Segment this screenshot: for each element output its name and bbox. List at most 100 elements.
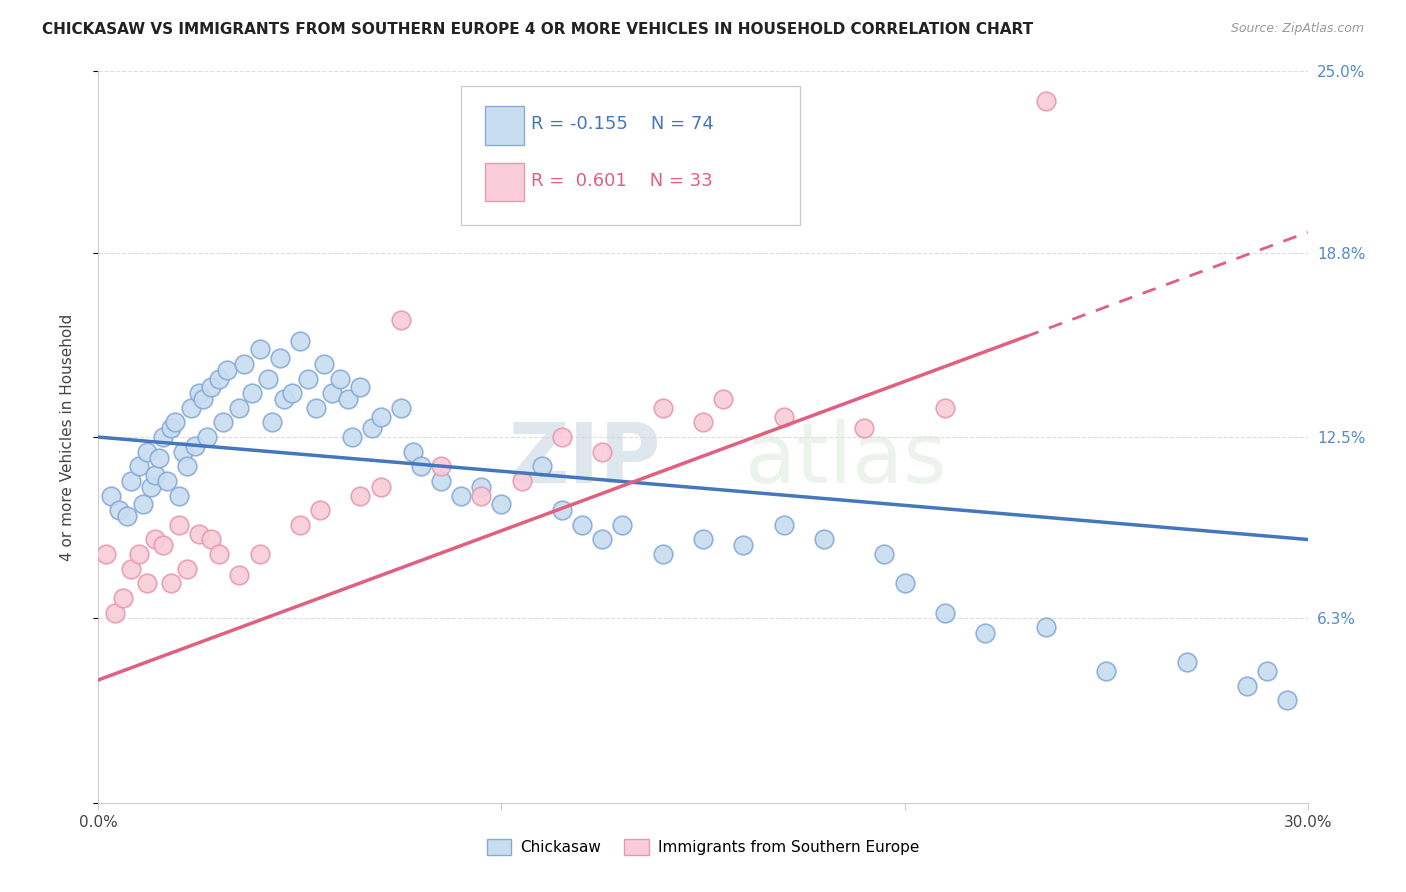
Point bbox=[893, 576, 915, 591]
FancyBboxPatch shape bbox=[485, 106, 524, 145]
Legend: Chickasaw, Immigrants from Southern Europe: Chickasaw, Immigrants from Southern Euro… bbox=[481, 833, 925, 861]
Point bbox=[530, 459, 553, 474]
Text: Source: ZipAtlas.com: Source: ZipAtlas.com bbox=[1230, 22, 1364, 36]
Point bbox=[305, 401, 328, 415]
Point bbox=[337, 392, 360, 406]
Point bbox=[491, 497, 513, 511]
Point bbox=[135, 444, 157, 458]
Point bbox=[176, 459, 198, 474]
Point bbox=[176, 562, 198, 576]
Point bbox=[288, 517, 311, 532]
Point bbox=[148, 450, 170, 465]
Point bbox=[256, 371, 278, 385]
Point bbox=[184, 439, 207, 453]
Point bbox=[152, 430, 174, 444]
Point bbox=[232, 357, 254, 371]
Point bbox=[208, 371, 231, 385]
Point bbox=[1035, 620, 1057, 634]
Point bbox=[470, 489, 492, 503]
Point bbox=[288, 334, 311, 348]
Point bbox=[1256, 664, 1278, 678]
Point bbox=[813, 533, 835, 547]
Point bbox=[389, 313, 412, 327]
Point bbox=[309, 503, 332, 517]
Point bbox=[402, 444, 425, 458]
Point bbox=[143, 468, 166, 483]
Point bbox=[115, 509, 138, 524]
Point bbox=[370, 409, 392, 424]
Point bbox=[342, 430, 364, 444]
Point bbox=[361, 421, 384, 435]
Point bbox=[321, 386, 343, 401]
Point bbox=[409, 459, 432, 474]
Point bbox=[510, 152, 533, 166]
Point bbox=[167, 489, 190, 503]
Point bbox=[692, 416, 714, 430]
FancyBboxPatch shape bbox=[461, 86, 800, 225]
Point bbox=[297, 371, 319, 385]
Point bbox=[160, 421, 183, 435]
Point bbox=[240, 386, 263, 401]
Point bbox=[120, 474, 142, 488]
Point bbox=[1095, 664, 1118, 678]
Point bbox=[974, 626, 997, 640]
Point bbox=[249, 343, 271, 357]
Point bbox=[612, 517, 634, 532]
Point bbox=[711, 392, 734, 406]
Text: R = -0.155    N = 74: R = -0.155 N = 74 bbox=[531, 115, 714, 133]
Point bbox=[551, 430, 574, 444]
Point bbox=[249, 547, 271, 561]
Point bbox=[591, 444, 613, 458]
Point bbox=[269, 351, 291, 365]
Point bbox=[389, 401, 412, 415]
Point bbox=[143, 533, 166, 547]
Point bbox=[873, 547, 896, 561]
Point bbox=[934, 606, 956, 620]
Point bbox=[772, 517, 794, 532]
Text: ZIP: ZIP bbox=[508, 418, 661, 500]
Point bbox=[651, 401, 673, 415]
Point bbox=[281, 386, 304, 401]
Point bbox=[163, 416, 186, 430]
Point bbox=[853, 421, 876, 435]
Point bbox=[193, 392, 215, 406]
Point bbox=[228, 401, 250, 415]
Point bbox=[96, 547, 118, 561]
Point bbox=[1277, 693, 1299, 707]
Point bbox=[228, 567, 250, 582]
Point bbox=[571, 517, 593, 532]
Point bbox=[167, 517, 190, 532]
Point bbox=[172, 444, 194, 458]
Point bbox=[188, 526, 211, 541]
Point bbox=[470, 480, 492, 494]
Point bbox=[772, 409, 794, 424]
Point bbox=[1236, 679, 1258, 693]
Point bbox=[430, 474, 453, 488]
Point bbox=[349, 380, 371, 394]
Point bbox=[591, 533, 613, 547]
Point bbox=[733, 538, 755, 552]
Point bbox=[139, 480, 162, 494]
Point bbox=[128, 547, 150, 561]
Point bbox=[510, 474, 533, 488]
Point bbox=[217, 363, 239, 377]
Point bbox=[349, 489, 371, 503]
Point bbox=[430, 459, 453, 474]
Point bbox=[651, 547, 673, 561]
Point bbox=[195, 430, 218, 444]
Point bbox=[135, 576, 157, 591]
Point bbox=[1035, 94, 1057, 108]
Point bbox=[692, 533, 714, 547]
Point bbox=[152, 538, 174, 552]
Point bbox=[450, 489, 472, 503]
Text: R =  0.601    N = 33: R = 0.601 N = 33 bbox=[531, 172, 713, 190]
Point bbox=[551, 503, 574, 517]
Point bbox=[200, 380, 222, 394]
Point bbox=[107, 503, 129, 517]
Point bbox=[128, 459, 150, 474]
Point bbox=[273, 392, 295, 406]
Point bbox=[188, 386, 211, 401]
Point bbox=[260, 416, 283, 430]
Point bbox=[314, 357, 336, 371]
Point bbox=[132, 497, 155, 511]
